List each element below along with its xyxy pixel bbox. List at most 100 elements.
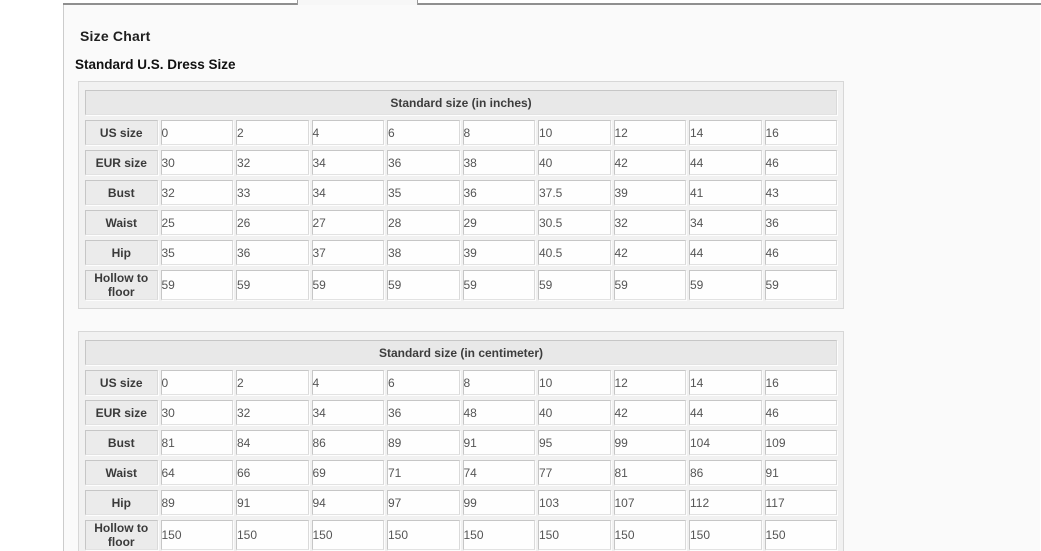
size-value-cell: 59 [387, 270, 460, 300]
size-value-cell: 103 [538, 490, 611, 515]
row-label-cell: US size [85, 120, 158, 145]
size-value-cell: 84 [236, 430, 309, 455]
size-value-cell: 42 [613, 240, 686, 265]
size-value-cell: 46 [764, 150, 837, 175]
size-value-cell: 99 [613, 430, 686, 455]
size-value-cell: 40 [538, 150, 611, 175]
size-value-cell: 10 [538, 120, 611, 145]
size-value-cell: 97 [387, 490, 460, 515]
size-value-cell: 8 [462, 370, 535, 395]
size-value-cell: 8 [462, 120, 535, 145]
size-value-cell: 77 [538, 460, 611, 485]
size-value-cell: 39 [462, 240, 535, 265]
size-value-cell: 150 [538, 520, 611, 550]
tab-strip-bottom-edge [63, 3, 1041, 5]
table-row: Hollow to floor 150 150 150 150 150 150 150 150 1… [85, 520, 837, 550]
size-value-cell: 59 [613, 270, 686, 300]
size-value-cell: 28 [387, 210, 460, 235]
size-value-cell: 40.5 [538, 240, 611, 265]
size-value-cell: 36 [236, 240, 309, 265]
size-value-cell: 150 [462, 520, 535, 550]
row-label-cell: Bust [85, 430, 158, 455]
row-label-cell: Waist [85, 210, 158, 235]
size-value-cell: 99 [462, 490, 535, 515]
size-value-cell: 33 [236, 180, 309, 205]
size-value-cell: 38 [387, 240, 460, 265]
size-value-cell: 59 [160, 270, 233, 300]
size-value-cell: 36 [387, 150, 460, 175]
size-value-cell: 59 [689, 270, 762, 300]
size-value-cell: 81 [613, 460, 686, 485]
table-row: US size 0 2 4 6 8 10 12 14 16 [85, 370, 837, 395]
size-value-cell: 150 [236, 520, 309, 550]
size-value-cell: 48 [462, 400, 535, 425]
size-value-cell: 64 [160, 460, 233, 485]
size-value-cell: 89 [160, 490, 233, 515]
size-value-cell: 74 [462, 460, 535, 485]
size-value-cell: 16 [764, 120, 837, 145]
size-value-cell: 39 [613, 180, 686, 205]
size-value-cell: 30.5 [538, 210, 611, 235]
size-value-cell: 89 [387, 430, 460, 455]
size-value-cell: 25 [160, 210, 233, 235]
size-value-cell: 95 [538, 430, 611, 455]
size-value-cell: 37.5 [538, 180, 611, 205]
size-value-cell: 59 [462, 270, 535, 300]
size-table-0: Standard size (in inches) US size 0 2 4 6 8 10 1… [82, 85, 840, 305]
size-value-cell: 109 [764, 430, 837, 455]
active-tab-notch[interactable] [297, 0, 418, 5]
size-value-cell: 150 [613, 520, 686, 550]
size-value-cell: 16 [764, 370, 837, 395]
size-value-cell: 150 [387, 520, 460, 550]
row-label-cell: Hollow to floor [85, 270, 158, 300]
table-title-cell: Standard size (in inches) [85, 90, 837, 115]
row-label-cell: US size [85, 370, 158, 395]
size-value-cell: 44 [689, 240, 762, 265]
table-row: US size 0 2 4 6 8 10 12 14 16 [85, 120, 837, 145]
size-value-cell: 40 [538, 400, 611, 425]
size-value-cell: 34 [311, 400, 384, 425]
size-value-cell: 6 [387, 120, 460, 145]
size-value-cell: 34 [689, 210, 762, 235]
size-value-cell: 66 [236, 460, 309, 485]
size-value-cell: 36 [387, 400, 460, 425]
table-row: Hollow to floor 59 59 59 59 59 59 59 59 59 [85, 270, 837, 300]
page-title: Size Chart [80, 28, 151, 44]
size-value-cell: 4 [311, 120, 384, 145]
table-row: EUR size 30 32 34 36 38 40 42 44 46 [85, 150, 837, 175]
size-value-cell: 34 [311, 180, 384, 205]
table-row: Hip 35 36 37 38 39 40.5 42 44 46 [85, 240, 837, 265]
size-table-1: Standard size (in centimeter) US size 0 2 4 6… [82, 335, 840, 551]
table-row: Bust 81 84 86 89 91 95 99 104 109 [85, 430, 837, 455]
size-value-cell: 32 [160, 180, 233, 205]
size-value-cell: 91 [462, 430, 535, 455]
size-value-cell: 59 [311, 270, 384, 300]
size-value-cell: 2 [236, 120, 309, 145]
size-value-cell: 112 [689, 490, 762, 515]
size-value-cell: 150 [764, 520, 837, 550]
table-row: EUR size 30 32 34 36 48 40 42 44 46 [85, 400, 837, 425]
size-value-cell: 150 [160, 520, 233, 550]
size-value-cell: 69 [311, 460, 384, 485]
size-value-cell: 43 [764, 180, 837, 205]
size-value-cell: 91 [764, 460, 837, 485]
size-value-cell: 35 [387, 180, 460, 205]
size-value-cell: 36 [764, 210, 837, 235]
size-value-cell: 59 [538, 270, 611, 300]
size-value-cell: 30 [160, 400, 233, 425]
size-value-cell: 59 [764, 270, 837, 300]
size-value-cell: 104 [689, 430, 762, 455]
row-label-cell: Bust [85, 180, 158, 205]
size-table-container-0: Standard size (in inches) US size 0 2 4 6 8 10 1… [78, 81, 844, 309]
size-value-cell: 14 [689, 120, 762, 145]
size-value-cell: 86 [689, 460, 762, 485]
size-value-cell: 6 [387, 370, 460, 395]
size-value-cell: 29 [462, 210, 535, 235]
size-value-cell: 117 [764, 490, 837, 515]
size-chart-panel: Size Chart Standard U.S. Dress Size Stan… [63, 5, 1040, 551]
size-value-cell: 42 [613, 150, 686, 175]
size-value-cell: 150 [689, 520, 762, 550]
size-value-cell: 44 [689, 400, 762, 425]
size-value-cell: 0 [160, 120, 233, 145]
